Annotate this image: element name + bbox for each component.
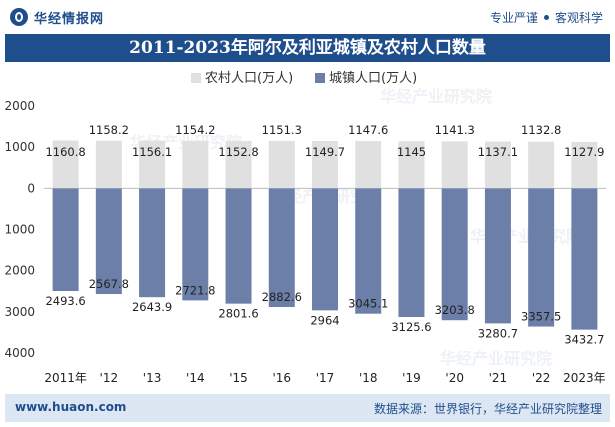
bar-urban[interactable] <box>484 188 511 324</box>
top-bar: 华经情报网 专业严谨 客观科学 <box>0 0 615 34</box>
x-tick-label: '21 <box>489 371 508 385</box>
bar-rural[interactable] <box>571 141 598 189</box>
data-label-rural: 1158.2 <box>89 123 129 137</box>
data-label-rural: 1154.2 <box>175 123 215 137</box>
data-label-urban: 2882.6 <box>262 290 302 304</box>
data-label-rural: 1141.3 <box>435 123 475 137</box>
data-label-rural: 1152.8 <box>218 145 258 159</box>
data-label-urban: 3045.1 <box>348 297 388 311</box>
bar-urban[interactable] <box>441 188 468 321</box>
y-tick-label: 3000 <box>4 305 35 319</box>
legend-swatch-urban <box>315 73 325 83</box>
data-label-urban: 3125.6 <box>391 320 431 334</box>
bar-rural[interactable] <box>139 140 166 189</box>
data-label-rural: 1145 <box>397 145 426 159</box>
tagline-separator-icon <box>543 15 549 20</box>
y-tick-label: 2000 <box>4 99 35 113</box>
y-tick-label: 0 <box>27 181 35 195</box>
data-label-urban: 2567.8 <box>89 277 129 291</box>
x-tick-label: '20 <box>445 371 464 385</box>
legend-label-urban: 城镇人口(万人) <box>329 71 417 86</box>
data-label-rural: 1137.1 <box>478 145 518 159</box>
tagline: 专业严谨 客观科学 <box>490 9 603 26</box>
bar-urban[interactable] <box>571 188 598 330</box>
data-label-urban: 2493.6 <box>45 294 85 308</box>
bar-rural[interactable] <box>52 140 79 189</box>
data-label-rural: 1156.1 <box>132 145 172 159</box>
tagline-right: 客观科学 <box>554 11 603 25</box>
bar-urban[interactable] <box>52 188 79 291</box>
bar-urban[interactable] <box>355 188 382 314</box>
data-label-rural: 1151.3 <box>262 123 302 137</box>
x-tick-label: '16 <box>272 371 291 385</box>
brand[interactable]: 华经情报网 <box>10 7 104 27</box>
title-bar: 2011-2023年阿尔及利亚城镇及农村人口数量 <box>5 34 610 62</box>
data-label-urban: 2643.9 <box>132 300 172 314</box>
data-label-urban: 2801.6 <box>218 307 258 321</box>
bar-rural[interactable] <box>355 141 382 189</box>
website-link[interactable]: www.huaon.com <box>15 400 127 414</box>
bar-rural[interactable] <box>225 140 252 189</box>
legend-label-rural: 农村人口(万人) <box>205 71 293 86</box>
bar-urban[interactable] <box>268 188 295 308</box>
x-tick-label: '22 <box>532 371 551 385</box>
data-label-urban: 3357.5 <box>521 310 561 324</box>
bar-urban[interactable] <box>182 188 209 301</box>
bar-rural[interactable] <box>484 141 511 189</box>
watermark-text: 华经产业研究院 <box>380 87 492 106</box>
x-tick-label: '18 <box>359 371 378 385</box>
watermark-text: 华经产业研究院 <box>440 349 552 368</box>
legend-swatch-rural <box>191 73 201 83</box>
x-tick-label: 2011年 <box>44 371 87 385</box>
data-label-rural: 1160.8 <box>45 145 85 159</box>
data-label-urban: 2721.8 <box>175 283 215 297</box>
chart-svg: 华经产业研究院华经产业研究院华经产业研究院华经产业研究院华经产业研究院农村人口(… <box>4 71 606 385</box>
data-label-rural: 1149.7 <box>305 145 345 159</box>
bar-rural[interactable] <box>312 141 338 189</box>
x-tick-label: 2023年 <box>563 371 606 385</box>
chart-area: 华经产业研究院华经产业研究院华经产业研究院华经产业研究院华经产业研究院农村人口(… <box>0 62 615 394</box>
bar-urban[interactable] <box>528 188 555 327</box>
data-source: 数据来源：世界银行，华经产业研究院整理 <box>373 402 602 416</box>
bar-urban[interactable] <box>139 188 166 298</box>
data-label-urban: 3280.7 <box>478 326 518 340</box>
chart-title: 2011-2023年阿尔及利亚城镇及农村人口数量 <box>129 38 486 58</box>
data-label-urban: 2964 <box>310 313 339 327</box>
x-tick-label: '17 <box>316 371 335 385</box>
data-label-rural: 1127.9 <box>564 145 604 159</box>
x-tick-label: '14 <box>186 371 205 385</box>
bar-urban[interactable] <box>398 188 425 318</box>
bar-rural[interactable] <box>398 141 425 189</box>
data-label-rural: 1132.8 <box>521 123 561 137</box>
bar-rural[interactable] <box>268 140 295 189</box>
x-tick-label: '13 <box>143 371 162 385</box>
data-label-urban: 3203.8 <box>435 303 475 317</box>
y-tick-label: 1000 <box>4 223 35 237</box>
bar-urban[interactable] <box>95 188 122 295</box>
data-label-rural: 1147.6 <box>348 123 388 137</box>
x-tick-label: '19 <box>402 371 421 385</box>
bar-urban[interactable] <box>312 188 338 311</box>
y-tick-label: 4000 <box>4 346 35 360</box>
tagline-left: 专业严谨 <box>489 11 538 25</box>
x-tick-label: '12 <box>100 371 119 385</box>
bar-rural[interactable] <box>182 140 209 189</box>
y-tick-label: 1000 <box>4 140 35 154</box>
y-tick-label: 2000 <box>4 264 35 278</box>
bar-rural[interactable] <box>95 140 122 189</box>
bar-rural[interactable] <box>528 141 555 189</box>
brand-logo-icon <box>10 8 28 26</box>
data-label-urban: 3432.7 <box>564 333 604 347</box>
brand-name: 华经情报网 <box>34 11 105 27</box>
footer-bar: www.huaon.com 数据来源：世界银行，华经产业研究院整理 <box>5 394 610 422</box>
bar-rural[interactable] <box>441 141 468 189</box>
x-tick-label: '15 <box>229 371 248 385</box>
bar-urban[interactable] <box>225 188 252 304</box>
